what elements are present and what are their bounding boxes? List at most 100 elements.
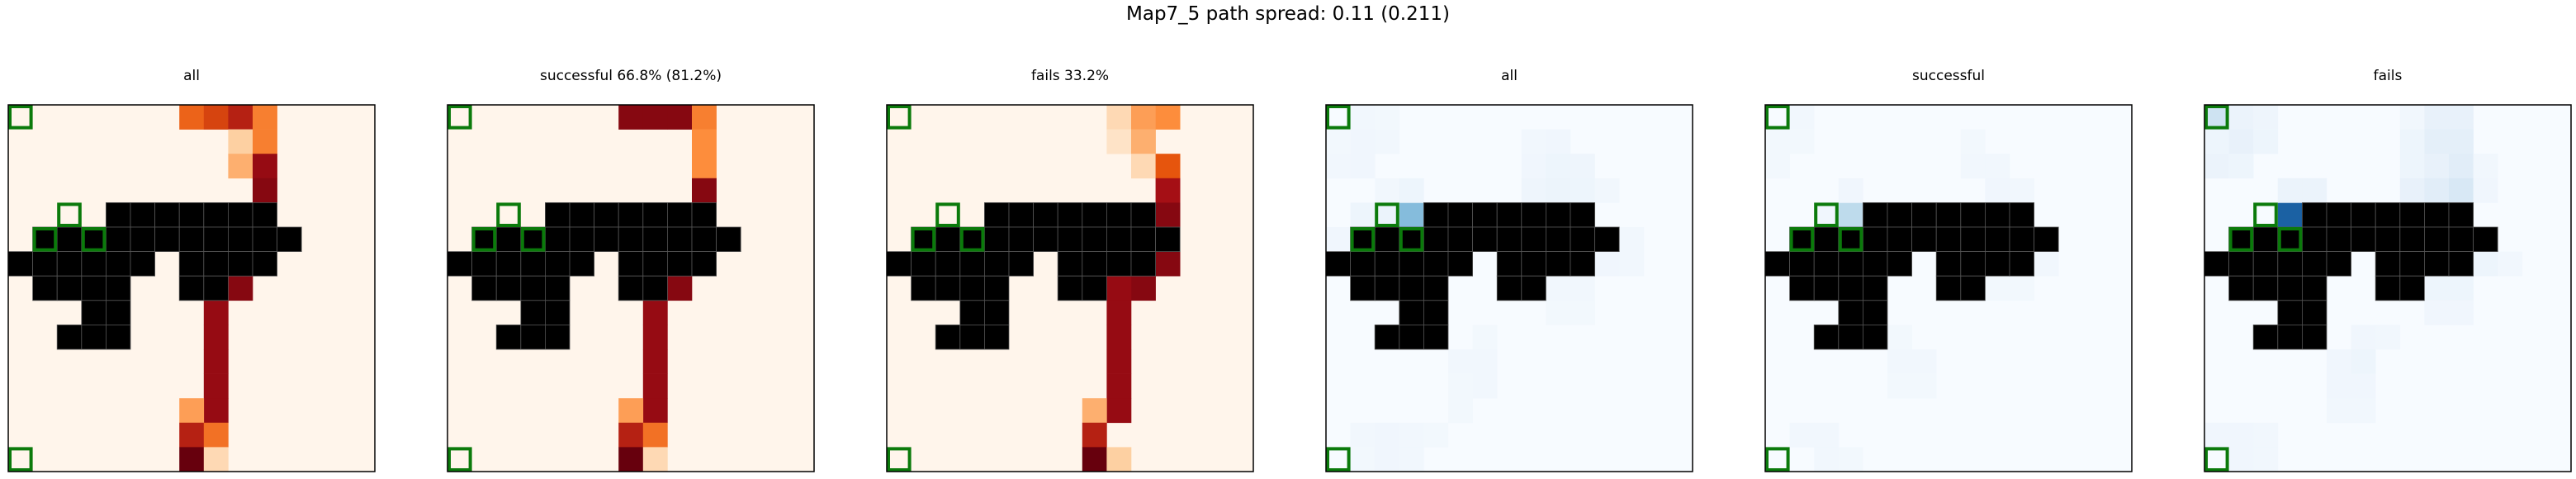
heat-cell (2473, 251, 2498, 277)
heat-cell (179, 447, 205, 472)
obstacle-cell (1399, 251, 1424, 277)
obstacle-cell (2301, 251, 2327, 277)
marker-cell (959, 227, 985, 252)
heat-cell (1399, 422, 1424, 448)
heat-cell (2399, 105, 2425, 130)
heatmap-panel: successful (1764, 68, 2133, 472)
heat-cell (2424, 129, 2450, 154)
heat-cell (1838, 178, 1863, 203)
heat-cell (228, 105, 253, 130)
heat-cell (1131, 105, 1156, 130)
obstacle-cell (1423, 275, 1449, 301)
obstacle-cell (618, 275, 644, 301)
obstacle-cell (130, 226, 156, 253)
heat-cell (203, 349, 229, 374)
heat-cell (1619, 251, 1645, 277)
heat-cell (2204, 129, 2229, 154)
obstacle-cell (1838, 251, 1863, 277)
obstacle-cell (618, 202, 644, 228)
obstacle-cell (1057, 226, 1083, 253)
obstacle-cell (1570, 202, 1596, 228)
marker-cell (2253, 202, 2278, 227)
marker-cell (8, 105, 33, 130)
obstacle-cell (2204, 251, 2230, 277)
obstacle-cell (545, 251, 571, 277)
obstacle-cell (642, 202, 668, 228)
obstacle-cell (1960, 226, 1986, 253)
obstacle-cell (1862, 251, 1888, 277)
heat-cell (1911, 373, 1937, 399)
heat-cell (1472, 325, 1498, 350)
heat-cell (1106, 447, 1132, 472)
obstacle-cell (1374, 226, 1400, 253)
marker-cell (1838, 227, 1863, 252)
obstacle-cell (2252, 251, 2279, 277)
obstacle-cell (1399, 324, 1424, 350)
heat-cell (2424, 178, 2450, 203)
heat-cell (1985, 178, 2010, 203)
obstacle-cell (667, 202, 693, 228)
figure-title: Map7_5 path spread: 0.11 (0.211) (1126, 3, 1450, 25)
heat-cell (203, 422, 229, 448)
heat-cell (1131, 276, 1156, 301)
marker-cell (2277, 227, 2303, 252)
heat-cell (1546, 129, 1571, 154)
obstacle-cell (691, 202, 717, 228)
heat-cell (2204, 154, 2229, 179)
obstacle-cell (545, 275, 571, 301)
heat-cell (1765, 154, 1790, 179)
obstacle-cell (667, 226, 693, 253)
panel-title: all (183, 68, 200, 84)
obstacle-cell (1838, 300, 1863, 325)
obstacle-cell (1813, 226, 1840, 253)
heat-cell (1472, 373, 1498, 399)
obstacle-cell (178, 251, 205, 277)
obstacle-cell (1862, 300, 1888, 325)
marker-cell (447, 447, 472, 472)
obstacle-cell (569, 251, 595, 277)
obstacle-cell (2375, 275, 2401, 301)
obstacle-cell (1862, 275, 1888, 301)
heat-cell (203, 447, 229, 472)
obstacle-cell (1789, 226, 1815, 253)
obstacle-cell (154, 202, 180, 228)
obstacle-cell (2448, 251, 2474, 277)
obstacle-cell (2399, 202, 2425, 228)
heat-cell (1350, 154, 1376, 179)
obstacle-cell (1862, 202, 1888, 228)
obstacle-cell (1106, 251, 1132, 277)
obstacle-cell (1082, 251, 1107, 277)
obstacle-cell (227, 202, 253, 228)
heat-cell (1838, 202, 1863, 228)
obstacle-cell (471, 275, 497, 301)
heat-cell (1546, 276, 1571, 301)
obstacle-cell (178, 226, 205, 253)
heat-cell (1326, 154, 1351, 179)
obstacle-cell (227, 226, 253, 253)
obstacle-cell (1813, 251, 1840, 277)
marker-cell (1765, 105, 1790, 130)
heat-cell (1423, 422, 1449, 448)
obstacle-cell (252, 226, 278, 253)
heat-cell (667, 105, 693, 130)
obstacle-cell (2252, 275, 2279, 301)
heat-cell (1155, 105, 1181, 130)
obstacle-cell (81, 300, 107, 325)
obstacle-cell (959, 324, 985, 350)
obstacle-cell (1521, 251, 1546, 277)
obstacle-cell (2228, 251, 2254, 277)
obstacle-cell (2301, 300, 2327, 325)
heat-cell (2473, 178, 2498, 203)
obstacle-cell (2399, 275, 2425, 301)
obstacle-cell (1350, 226, 1376, 253)
heat-cell (2034, 251, 2059, 277)
obstacle-cell (1838, 275, 1863, 301)
obstacle-cell (1057, 202, 1083, 228)
obstacle-cell (1521, 202, 1546, 228)
obstacle-cell (984, 300, 1010, 325)
obstacle-cell (178, 275, 205, 301)
obstacle-cell (935, 226, 961, 253)
obstacle-cell (2034, 226, 2059, 253)
heat-cell (1789, 422, 1815, 448)
obstacle-cell (1130, 226, 1157, 253)
